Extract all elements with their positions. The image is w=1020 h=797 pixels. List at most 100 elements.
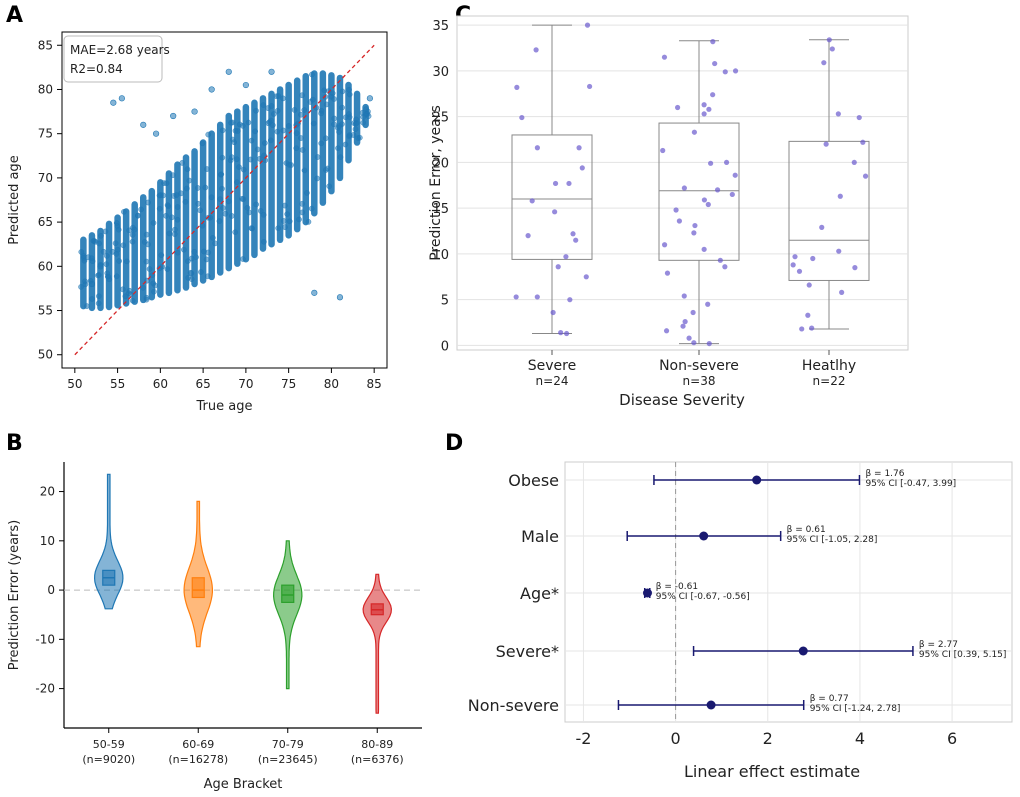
x-tick-label: 4 xyxy=(855,729,865,748)
row-label: Obese xyxy=(508,471,559,490)
scatter-point xyxy=(98,232,104,239)
scatter-point xyxy=(268,117,274,124)
x-tick-count: n=38 xyxy=(683,374,716,388)
box-iqr xyxy=(788,140,870,281)
scatter-point xyxy=(346,86,352,93)
scatter-point xyxy=(150,220,157,226)
scatter-point xyxy=(246,209,253,216)
scatter-point xyxy=(311,289,318,296)
scatter-point xyxy=(257,208,264,214)
scatter-point xyxy=(81,257,88,264)
jitter-point xyxy=(558,330,564,336)
scatter-point xyxy=(129,238,136,245)
scatter-point xyxy=(163,212,169,219)
jitter-point xyxy=(705,201,711,208)
scatter-point xyxy=(342,114,349,121)
scatter-point xyxy=(240,166,247,173)
scatter-point xyxy=(95,272,101,279)
row-label: Non-severe xyxy=(468,696,559,715)
jitter-point xyxy=(552,209,558,215)
jitter-point xyxy=(701,246,707,252)
scatter-point xyxy=(146,266,153,272)
jitter-point xyxy=(729,191,735,198)
estimate-point xyxy=(642,588,652,598)
jitter-point xyxy=(856,114,862,121)
x-tick-label: 50 xyxy=(67,377,82,391)
plot-frame xyxy=(564,461,1013,723)
scatter-point xyxy=(118,95,125,102)
jitter-point xyxy=(570,231,576,237)
violin-body xyxy=(272,540,303,690)
scatter-point xyxy=(115,226,122,233)
jitter-point xyxy=(722,69,728,75)
scatter-point xyxy=(253,107,259,114)
jitter-point xyxy=(691,129,697,135)
scatter-point xyxy=(248,137,255,144)
scatter-point xyxy=(331,121,337,128)
scatter-point xyxy=(296,216,302,223)
x-tick-label: 80-89 xyxy=(361,738,393,751)
scatter-point xyxy=(240,256,246,262)
scatter-point xyxy=(236,164,242,170)
scatter-point xyxy=(164,266,171,272)
scatter-point xyxy=(150,280,157,287)
scatter-point xyxy=(198,269,204,275)
jitter-point xyxy=(573,237,579,243)
jitter-point xyxy=(712,60,718,67)
scatter-point xyxy=(293,145,300,152)
scatter-point xyxy=(219,154,226,161)
box-iqr xyxy=(658,122,740,261)
scatter-point xyxy=(145,199,151,206)
jitter-point xyxy=(806,282,812,288)
jitter-point xyxy=(691,340,697,346)
scatter-point xyxy=(113,250,120,257)
scatter-point xyxy=(219,185,225,192)
scatter-point xyxy=(268,103,275,109)
scatter-point xyxy=(228,213,235,219)
scatter-point xyxy=(116,258,122,264)
scatter-point xyxy=(337,154,344,161)
scatter-point xyxy=(174,216,181,223)
scatter-point xyxy=(205,249,212,256)
scatter-point xyxy=(208,86,215,93)
scatter-point xyxy=(318,107,325,114)
scatter-point xyxy=(122,293,129,300)
scatter-point xyxy=(339,104,345,111)
jitter-point xyxy=(722,264,728,270)
x-tick-count: (n=6376) xyxy=(351,753,404,766)
violin-iqr-box xyxy=(281,584,295,603)
scatter-point xyxy=(102,228,109,235)
x-tick-label: 65 xyxy=(195,377,210,391)
y-tick-label: 20 xyxy=(40,485,55,499)
jitter-point xyxy=(682,319,688,325)
beta-annotation: β = -0.61 xyxy=(656,582,698,592)
scatter-point xyxy=(119,286,126,293)
jitter-point xyxy=(839,289,845,295)
scatter-point xyxy=(366,95,373,102)
scatter-point xyxy=(233,156,240,163)
scatter-point xyxy=(202,184,209,191)
jitter-point xyxy=(862,173,869,179)
y-tick-label: 65 xyxy=(38,215,53,229)
jitter-point xyxy=(692,222,698,229)
scatter-point xyxy=(247,156,254,163)
scatter-point xyxy=(129,231,136,238)
y-axis-label: Prediction Error (years) xyxy=(7,520,22,670)
scatter-point xyxy=(353,120,360,126)
identity-line xyxy=(74,44,375,356)
jitter-point xyxy=(661,242,668,248)
jitter-point xyxy=(701,197,707,203)
scatter-point xyxy=(331,115,338,122)
scatter-point xyxy=(280,95,286,102)
scatter-point xyxy=(138,206,144,213)
scatter-point xyxy=(113,220,120,226)
scatter-point xyxy=(228,119,234,126)
estimate-point xyxy=(699,531,709,541)
panel-label-d: D xyxy=(445,431,463,456)
scatter-point xyxy=(216,218,223,224)
jitter-point xyxy=(717,257,723,263)
scatter-point xyxy=(360,119,367,126)
jitter-point xyxy=(710,92,716,98)
scatter-point xyxy=(181,246,187,253)
y-tick-label: 75 xyxy=(38,127,53,141)
